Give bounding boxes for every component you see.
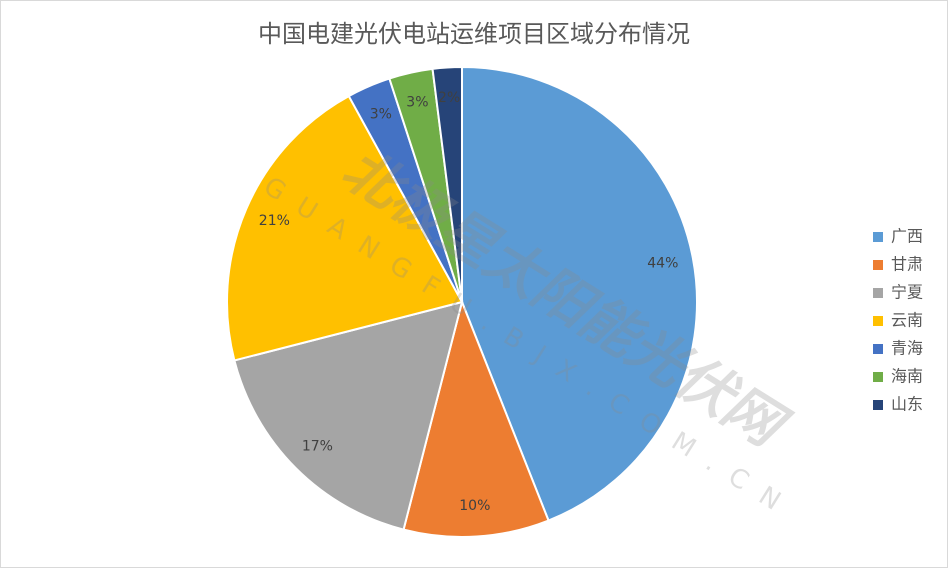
legend-label: 宁夏	[891, 283, 923, 302]
pie-slice	[402, 298, 550, 538]
chart-title: 中国电建光伏电站运维项目区域分布情况	[258, 20, 690, 48]
data-label: 3%	[406, 94, 428, 110]
pie: 44% 10% 17% 21% 3% 3% 2%	[226, 65, 698, 538]
legend-swatch	[873, 260, 883, 270]
pie-slice	[431, 65, 463, 303]
data-label: 21%	[259, 213, 290, 229]
legend-label: 甘肃	[891, 255, 923, 274]
data-label: 44%	[647, 256, 678, 272]
legend-label: 广西	[891, 227, 923, 246]
legend-swatch	[873, 400, 883, 410]
legend-swatch	[873, 316, 883, 326]
legend-swatch	[873, 344, 883, 354]
legend-swatch	[873, 288, 883, 298]
legend-swatch	[873, 372, 883, 382]
pie-slice	[226, 94, 464, 362]
legend-label: 海南	[891, 367, 923, 386]
data-label: 17%	[302, 439, 333, 455]
data-label: 10%	[459, 498, 490, 514]
pie-slice	[461, 65, 698, 522]
pie-slice	[233, 300, 464, 531]
data-label: 3%	[370, 106, 392, 122]
legend-label: 山东	[891, 395, 923, 414]
legend-label: 云南	[891, 311, 923, 330]
data-label: 2%	[438, 90, 460, 106]
legend-label: 青海	[891, 339, 923, 358]
legend-swatch	[873, 232, 883, 242]
